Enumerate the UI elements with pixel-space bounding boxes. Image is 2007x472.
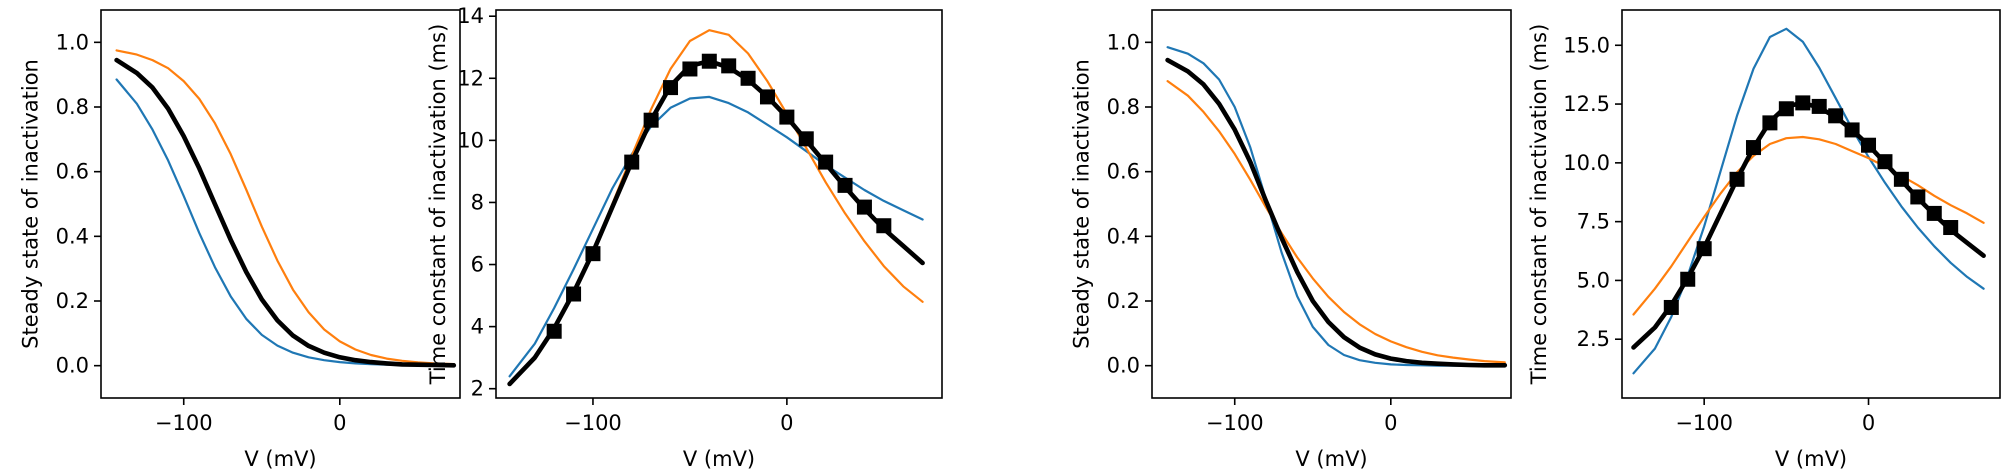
series-line-3 [1631,100,1986,350]
y-tick-label: 5.0 [1577,268,1610,292]
x-tick-label: −100 [1206,411,1264,435]
y-tick-label: 0.6 [1107,160,1140,184]
y-tick-label: 8 [471,190,484,214]
y-tick-label: 0.2 [1107,289,1140,313]
data-marker [1745,140,1761,156]
data-marker [624,154,640,170]
y-tick-label: 0.0 [56,354,89,378]
series-line-1 [115,78,455,367]
y-tick-label: 1.0 [1107,30,1140,54]
series-line-3 [507,58,925,387]
plot-area [507,29,925,387]
chart-panel-3: −100 0 0.0 0.2 0.4 0.6 0.8 1.0 V (mV) Steady stat… [1070,9,1512,471]
chart-panel-4: −100 0 2.5 5.0 7.5 10.0 12.5 15.0 V (mV) Time con… [1527,9,2001,471]
y-tick-label: 12.5 [1563,92,1610,116]
x-axis-label: V (mV) [1295,447,1367,471]
x-tick-label: 0 [333,411,346,435]
data-marker [1926,205,1942,221]
data-marker [856,199,872,215]
data-marker [1778,101,1794,117]
data-marker [837,177,853,193]
data-marker [1729,171,1745,187]
y-tick-label: 14 [457,4,484,28]
x-tick-label: 0 [780,411,793,435]
series-line-2 [115,49,455,366]
x-tick-label: 0 [1384,411,1397,435]
axes-frame [1621,9,2001,399]
y-tick-label: 6 [471,253,484,277]
data-marker [1795,95,1811,111]
data-marker [1943,220,1959,236]
y-tick-label: 0.8 [1107,95,1140,119]
data-marker [1811,98,1827,114]
axes-frame [1151,9,1512,399]
data-marker [876,218,892,234]
chart-panel-1: −100 0 0.0 0.2 0.4 0.6 0.8 1.0 V (mV) Steady stat… [19,9,461,471]
plot-area [1631,27,1986,375]
y-tick-label: 12 [457,66,484,90]
data-marker [1762,115,1778,131]
data-marker [566,286,582,302]
y-tick-label: 2 [471,377,484,401]
y-tick-label: 2.5 [1577,327,1610,351]
y-tick-label: 10 [457,128,484,152]
data-marker [1696,241,1712,257]
data-marker [759,89,775,105]
y-tick-label: 7.5 [1577,210,1610,234]
data-marker [1861,137,1877,153]
y-tick-label: 4 [471,315,484,339]
data-marker [682,61,698,77]
data-marker [1828,108,1844,124]
data-marker [721,58,737,74]
y-tick-label: 0.6 [56,160,89,184]
y-tick-label: 15.0 [1563,33,1610,57]
x-tick-label: 0 [1862,411,1875,435]
series-line-3 [1165,57,1508,368]
data-marker [546,323,562,339]
data-marker [585,246,601,262]
data-marker [1910,189,1926,205]
series-line-1 [1632,27,1985,375]
x-tick-label: −100 [1675,411,1733,435]
x-tick-label: −100 [155,411,213,435]
y-axis-label: Steady state of inactivation [19,59,43,349]
data-marker [701,53,717,69]
series-line-1 [508,95,924,378]
data-marker [1893,171,1909,187]
y-tick-label: 0.2 [56,289,89,313]
x-axis-label: V (mV) [244,447,316,471]
axes-frame [100,9,461,399]
y-tick-label: 0.4 [56,224,89,248]
series-line-1 [1166,46,1506,367]
y-tick-label: 1.0 [56,30,89,54]
series-line-2 [1632,135,1985,316]
x-axis-label: V (mV) [1775,447,1847,471]
axes-frame [495,9,943,399]
x-axis-label: V (mV) [683,447,755,471]
y-axis-label: Steady state of inactivation [1070,59,1094,349]
data-marker [1844,122,1860,138]
y-tick-label: 0.0 [1107,354,1140,378]
data-marker [643,112,659,128]
y-axis-label: Time constant of inactivation (ms) [1527,24,1551,386]
data-marker [663,80,679,96]
y-tick-label: 0.4 [1107,224,1140,248]
x-tick-label: −100 [564,411,622,435]
data-marker [1680,271,1696,287]
series-line-3 [114,57,457,368]
data-marker [779,109,795,125]
y-tick-label: 10.0 [1563,151,1610,175]
y-axis-label: Time constant of inactivation (ms) [426,24,450,386]
plot-area [1165,46,1508,368]
chart-panel-2: −100 0 2 4 6 8 10 12 14 V (mV) Time constant of in… [426,4,943,471]
plot-area [114,49,457,368]
y-tick-label: 0.8 [56,95,89,119]
data-marker [1877,154,1893,170]
data-marker [1663,299,1679,315]
data-marker [798,131,814,147]
data-marker [740,70,756,86]
series-line-2 [1166,79,1506,364]
data-marker [818,154,834,170]
